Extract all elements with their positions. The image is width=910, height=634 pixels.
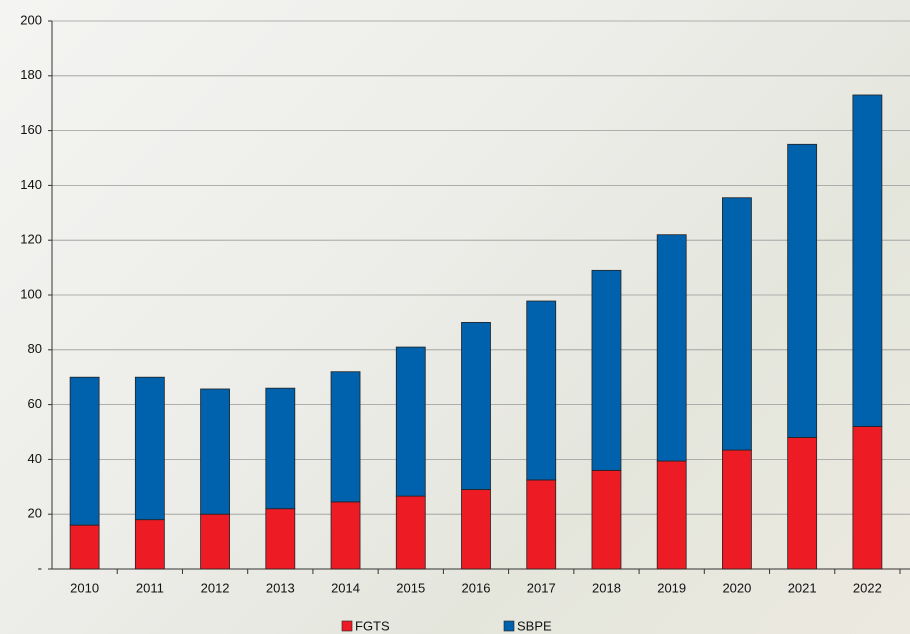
y-tick-label: 140: [20, 177, 42, 192]
bar-segment: [265, 508, 296, 570]
x-tick-label: 2016: [462, 580, 491, 595]
x-tick-label: 2018: [592, 580, 621, 595]
y-tick-label: 40: [28, 451, 42, 466]
bar-segment: [591, 269, 622, 471]
bar-segment: [852, 94, 883, 427]
y-tick-label: 180: [20, 67, 42, 82]
bar-segment: [722, 449, 752, 570]
bar-segment: [330, 501, 361, 570]
y-tick-label: 120: [20, 232, 42, 247]
x-tick-label: 2022: [853, 580, 882, 595]
legend-label: FGTS: [355, 618, 390, 633]
bar-segment: [69, 524, 100, 570]
bar-segment: [852, 426, 883, 570]
y-tick-label: 100: [20, 286, 42, 301]
y-tick-label: 60: [28, 396, 42, 411]
legend-label: SBPE: [517, 618, 552, 633]
bar-segment: [656, 234, 687, 462]
x-tick-label: 2012: [201, 580, 230, 595]
y-tick-label: 200: [20, 12, 42, 27]
bar-segment: [395, 346, 426, 497]
x-tick-label: 2011: [136, 580, 164, 595]
bar-segment: [461, 321, 491, 490]
bar-segment: [722, 197, 752, 451]
x-tick-label: 2017: [527, 580, 556, 595]
bar-segment: [395, 495, 426, 570]
legend-swatch: [503, 620, 515, 632]
bar-segment: [200, 388, 230, 515]
x-tick-label: 2015: [396, 580, 425, 595]
y-tick-label: -: [38, 560, 42, 575]
bar-segment: [461, 489, 491, 570]
x-tick-label: 2019: [657, 580, 686, 595]
x-tick-label: 2020: [722, 580, 751, 595]
y-tick-label: 80: [28, 341, 42, 356]
bar-segment: [134, 519, 165, 570]
bar-segment: [134, 376, 165, 521]
bar-segment: [200, 513, 230, 570]
x-tick-label: 2013: [266, 580, 295, 595]
x-tick-label: 2010: [70, 580, 99, 595]
bar-segment: [526, 300, 557, 481]
x-tick-label: 2014: [331, 580, 360, 595]
y-tick-label: 160: [20, 122, 42, 137]
bar-segment: [787, 143, 818, 438]
x-tick-label: 2021: [788, 580, 817, 595]
bar-segment: [265, 387, 296, 510]
bar-segment: [591, 469, 622, 570]
bar-segment: [69, 376, 100, 526]
bar-segment: [330, 371, 361, 503]
bar-segment: [656, 460, 687, 570]
bar-segment: [526, 479, 557, 570]
y-tick-label: 20: [28, 506, 42, 521]
bar-segment: [787, 437, 818, 570]
legend-swatch: [341, 620, 353, 632]
